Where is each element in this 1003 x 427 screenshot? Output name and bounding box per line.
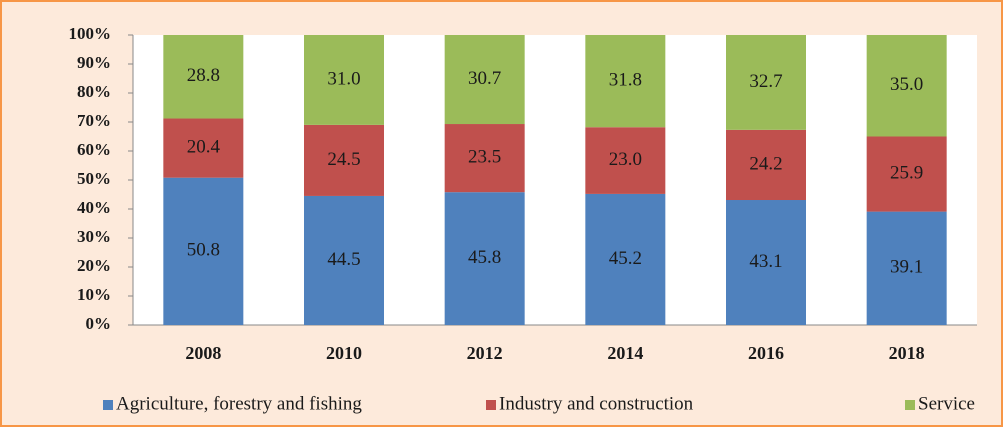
x-tick-label: 2016 [748,343,784,363]
bar-segment [585,193,666,325]
bar-segment [866,35,947,137]
y-tick-label: 30% [77,227,111,246]
bar-segment [585,127,666,194]
data-label: 30.7 [468,68,501,89]
data-label: 23.0 [609,149,642,170]
y-tick-label: 60% [77,140,111,159]
bar-segment [444,192,525,325]
legend-label: Service [918,393,975,414]
data-label: 24.2 [749,153,782,174]
x-tick-label: 2018 [889,343,925,363]
data-label: 24.5 [327,149,360,170]
y-tick-label: 20% [77,256,111,275]
bar-segment [304,124,384,196]
bar-segment [444,124,525,193]
y-tick-label: 80% [77,82,111,101]
x-tick-label: 2014 [607,343,643,363]
legend-swatch [103,400,113,410]
data-label: 23.5 [468,146,501,167]
data-label: 20.4 [187,136,221,157]
data-label: 43.1 [749,251,782,272]
legend-swatch [905,400,915,410]
y-tick-label: 70% [77,111,111,130]
bar-segment [866,211,947,325]
y-tick-label: 50% [77,169,111,188]
y-tick-label: 40% [77,198,111,217]
bar-segment [163,35,244,119]
plot-area [133,35,977,325]
bar-segment [444,35,525,125]
bar-segment [163,177,244,325]
bar-segment [585,35,666,128]
y-tick-label: 100% [69,24,112,43]
bar-segment [726,200,806,325]
data-label: 50.8 [187,240,220,261]
bar-segment [304,35,384,125]
legend-swatch [486,400,496,410]
data-label: 35.0 [890,74,923,95]
data-label: 32.7 [749,71,782,92]
data-label: 45.8 [468,247,501,268]
y-tick-label: 0% [86,314,112,333]
x-tick-label: 2008 [185,343,221,363]
bar-segment [726,129,806,201]
data-label: 31.8 [609,69,642,90]
legend-label: Agriculture, forestry and fishing [116,393,362,414]
data-label: 31.0 [327,68,360,89]
bar-segment [163,118,244,178]
data-label: 39.1 [890,257,923,278]
data-label: 45.2 [609,248,642,269]
legend-label: Industry and construction [499,393,694,414]
bar-segment [866,136,947,212]
y-tick-label: 10% [77,285,111,304]
bar-segment [726,35,806,130]
bar-segment [304,195,384,325]
data-label: 44.5 [327,249,360,270]
y-tick-label: 90% [77,53,111,72]
x-tick-label: 2010 [326,343,362,363]
data-label: 25.9 [890,162,923,183]
x-tick-label: 2012 [467,343,503,363]
data-label: 28.8 [187,65,220,86]
